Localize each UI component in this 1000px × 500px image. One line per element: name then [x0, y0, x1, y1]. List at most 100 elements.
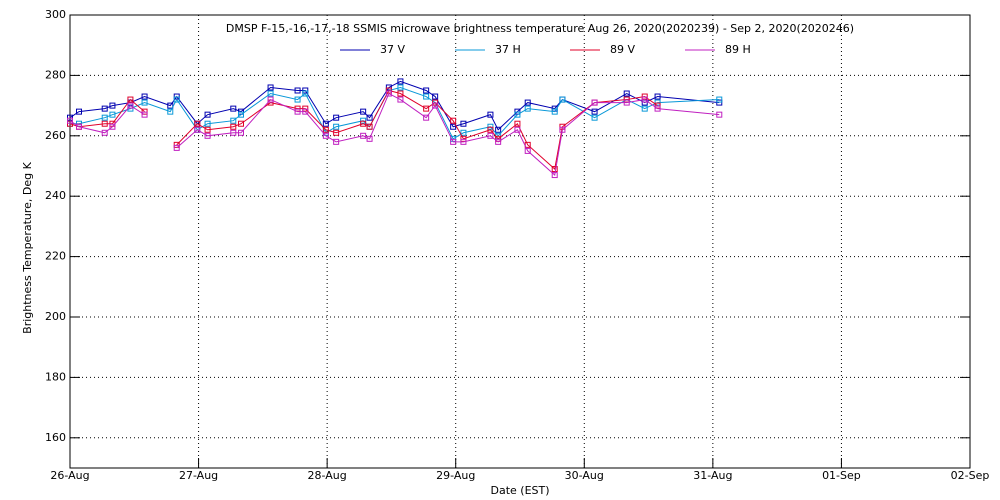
- point-marker: [173, 144, 180, 151]
- point-marker: [397, 84, 404, 91]
- point-marker: [495, 138, 502, 145]
- point-marker: [204, 120, 211, 127]
- y-tick-label: 220: [45, 250, 66, 263]
- point-marker: [514, 120, 521, 127]
- point-marker: [514, 111, 521, 118]
- point-marker: [423, 114, 430, 121]
- point-marker: [267, 84, 274, 91]
- point-marker: [230, 129, 237, 136]
- point-marker: [641, 93, 648, 100]
- point-marker: [127, 96, 134, 103]
- point-marker: [360, 120, 367, 127]
- point-marker: [204, 111, 211, 118]
- point-marker: [551, 172, 558, 179]
- point-marker: [397, 96, 404, 103]
- point-marker: [559, 96, 566, 103]
- point-marker: [230, 117, 237, 124]
- point-marker: [302, 108, 309, 115]
- y-tick-label: 300: [45, 8, 66, 21]
- point-marker: [204, 132, 211, 139]
- x-axis-label: Date (EST): [490, 484, 549, 497]
- point-marker: [333, 138, 340, 145]
- y-axis-label: Brightness Temperature, Deg K: [21, 161, 34, 333]
- point-marker: [366, 114, 373, 121]
- point-marker: [654, 105, 661, 112]
- point-marker: [551, 166, 558, 173]
- y-tick-label: 160: [45, 431, 66, 444]
- point-marker: [204, 126, 211, 133]
- point-marker: [360, 108, 367, 115]
- point-marker: [495, 126, 502, 133]
- point-marker: [397, 78, 404, 85]
- point-marker: [167, 108, 174, 115]
- point-marker: [385, 84, 392, 91]
- point-marker: [67, 117, 73, 124]
- point-marker: [267, 90, 274, 97]
- point-marker: [109, 111, 116, 118]
- point-marker: [716, 99, 723, 106]
- point-marker: [514, 126, 521, 133]
- point-marker: [302, 105, 309, 112]
- point-marker: [109, 123, 116, 130]
- point-marker: [623, 96, 630, 103]
- point-marker: [322, 120, 329, 127]
- point-marker: [238, 129, 244, 136]
- plot-frame: [69, 14, 971, 469]
- point-marker: [423, 105, 430, 112]
- x-tick-label: 29-Aug: [436, 469, 475, 482]
- point-marker: [302, 90, 309, 97]
- point-marker: [267, 96, 274, 103]
- chart-title: DMSP F-15,-16,-17,-18 SSMIS microwave br…: [226, 22, 854, 35]
- point-marker: [623, 99, 630, 106]
- point-marker: [559, 126, 566, 133]
- point-marker: [551, 108, 558, 115]
- y-tick-label: 200: [45, 310, 66, 323]
- point-marker: [322, 126, 329, 133]
- point-marker: [524, 147, 531, 154]
- point-marker: [423, 93, 430, 100]
- x-tick-label: 26-Aug: [50, 469, 89, 482]
- point-marker: [194, 120, 201, 127]
- point-marker: [450, 138, 457, 145]
- y-tick-label: 180: [45, 370, 66, 383]
- point-marker: [641, 96, 648, 103]
- point-marker: [591, 99, 598, 106]
- point-marker: [623, 90, 630, 97]
- point-marker: [230, 123, 237, 130]
- point-marker: [333, 114, 340, 121]
- point-marker: [423, 87, 430, 94]
- point-marker: [524, 105, 531, 112]
- point-marker: [101, 129, 108, 136]
- point-marker: [230, 105, 237, 112]
- point-marker: [141, 93, 148, 100]
- point-marker: [109, 102, 116, 109]
- point-marker: [524, 99, 531, 106]
- x-tick-label: 31-Aug: [693, 469, 732, 482]
- point-marker: [238, 111, 244, 118]
- point-marker: [366, 123, 373, 130]
- x-tick-label: 27-Aug: [179, 469, 218, 482]
- point-marker: [591, 114, 598, 121]
- point-marker: [76, 123, 82, 130]
- point-marker: [173, 96, 180, 103]
- point-marker: [487, 132, 494, 139]
- point-marker: [385, 90, 392, 97]
- x-tick-label: 28-Aug: [308, 469, 347, 482]
- point-marker: [167, 102, 174, 109]
- point-marker: [450, 123, 457, 130]
- point-marker: [141, 99, 148, 106]
- point-marker: [333, 129, 340, 136]
- point-marker: [101, 120, 108, 127]
- point-marker: [432, 102, 439, 109]
- point-marker: [101, 114, 108, 121]
- point-marker: [460, 135, 467, 142]
- point-marker: [397, 90, 404, 97]
- x-tick-label: 30-Aug: [565, 469, 604, 482]
- point-marker: [194, 126, 201, 133]
- point-marker: [460, 138, 467, 145]
- point-marker: [294, 87, 301, 94]
- point-marker: [294, 108, 301, 115]
- legend-label: 37 H: [495, 43, 521, 56]
- legend-label: 37 V: [380, 43, 405, 56]
